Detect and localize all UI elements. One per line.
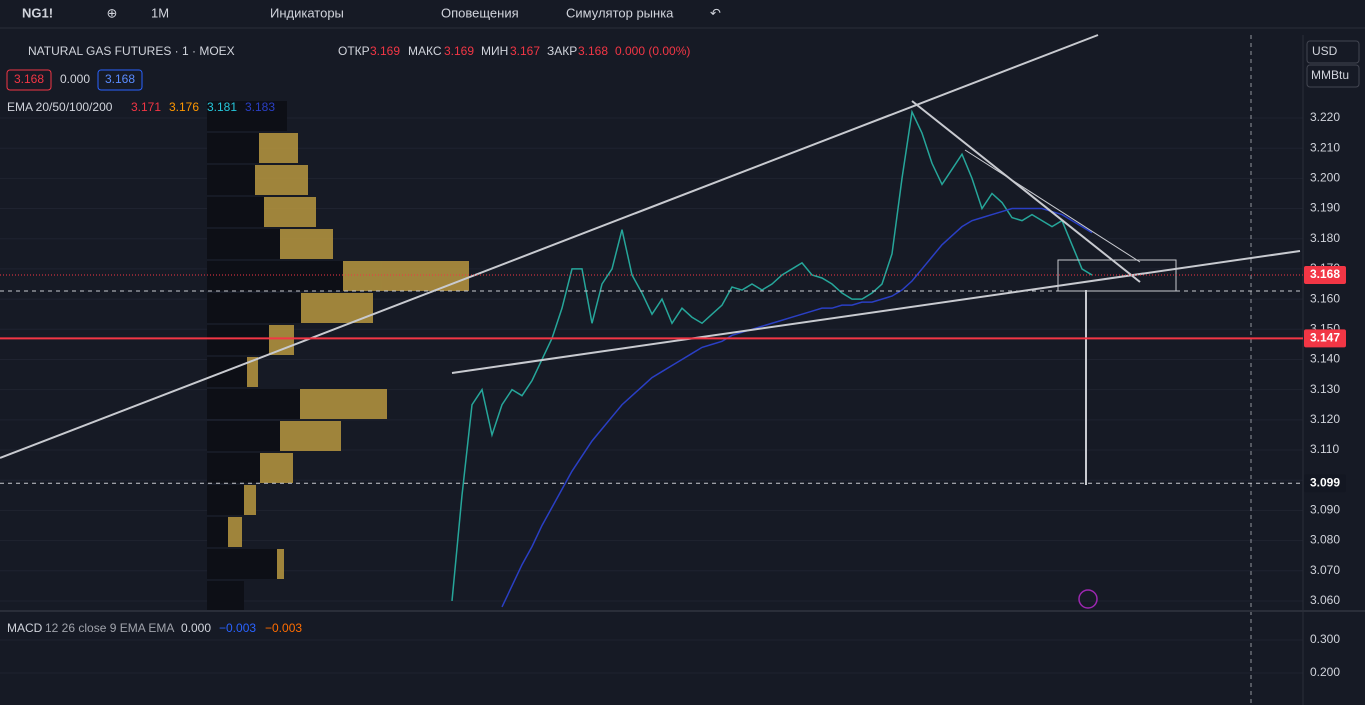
spread: 0.000 bbox=[60, 72, 90, 86]
unit-box[interactable] bbox=[1306, 64, 1360, 88]
y-tick-label: 0.300 bbox=[1310, 632, 1340, 646]
currency-box[interactable] bbox=[1306, 40, 1360, 64]
interval[interactable]: 1M bbox=[151, 5, 169, 20]
ema-label: EMA 20/50/100/200 bbox=[7, 100, 113, 114]
y-tick-label: 3.130 bbox=[1310, 382, 1340, 396]
undo[interactable]: ↶ bbox=[710, 5, 721, 20]
open-label: ОТКР bbox=[338, 44, 370, 58]
y-tick-label: 3.160 bbox=[1310, 291, 1340, 305]
macd-params: 12 26 close 9 EMA EMA bbox=[45, 621, 174, 635]
high-label: МАКС bbox=[408, 44, 442, 58]
low-value: 3.167 bbox=[510, 44, 540, 58]
price-tag bbox=[1304, 329, 1346, 348]
high-value: 3.169 bbox=[444, 44, 474, 58]
y-tick-label: 3.110 bbox=[1310, 442, 1339, 456]
y-tick-label: 3.070 bbox=[1310, 563, 1340, 577]
ema-value: 3.183 bbox=[245, 100, 275, 114]
symbol[interactable]: NG1! bbox=[22, 5, 53, 20]
toolbar bbox=[0, 0, 1365, 28]
macd-value: −0.003 bbox=[265, 621, 302, 635]
low-label: МИН bbox=[481, 44, 508, 58]
y-tick-label: 3.140 bbox=[1310, 352, 1340, 366]
y-tick-label: 3.080 bbox=[1310, 533, 1340, 547]
alerts-button[interactable]: Оповещения bbox=[441, 5, 519, 20]
indicators-button[interactable]: Индикаторы bbox=[270, 5, 344, 20]
ema-value: 3.176 bbox=[169, 100, 199, 114]
price-tag bbox=[1304, 265, 1346, 284]
currency[interactable]: USD bbox=[1312, 44, 1338, 58]
macd-value: 0.000 bbox=[181, 621, 211, 635]
price-line bbox=[501, 207, 1093, 608]
y-tick-label: 3.180 bbox=[1310, 231, 1340, 245]
add-symbol[interactable]: ⊕ bbox=[107, 5, 118, 20]
price-tag-label: 3.099 bbox=[1310, 475, 1340, 489]
open-value: 3.169 bbox=[370, 44, 400, 58]
y-tick-label: 3.060 bbox=[1310, 593, 1340, 607]
macd-label: MACD bbox=[7, 621, 43, 635]
macd-value: −0.003 bbox=[219, 621, 256, 635]
price-line bbox=[451, 109, 1093, 602]
change-value: 0.000 (0.00%) bbox=[615, 44, 690, 58]
y-tick-label: 3.220 bbox=[1310, 110, 1340, 124]
unit[interactable]: MMBtu bbox=[1311, 68, 1349, 82]
ema-value: 3.171 bbox=[131, 100, 161, 114]
plot bbox=[451, 109, 1093, 608]
y-tick-label: 3.210 bbox=[1310, 140, 1340, 154]
price-axis bbox=[1303, 35, 1365, 705]
y-tick-label: 3.120 bbox=[1310, 412, 1340, 426]
price-tag bbox=[1304, 474, 1346, 493]
price-tag-label: 3.168 bbox=[1310, 267, 1340, 281]
drawings bbox=[0, 34, 1303, 705]
bid-box[interactable] bbox=[6, 69, 52, 91]
close-label: ЗАКР bbox=[547, 44, 577, 58]
ask-box[interactable] bbox=[97, 69, 143, 91]
price-tag-label: 3.147 bbox=[1310, 331, 1340, 345]
y-tick-label: 3.190 bbox=[1310, 201, 1340, 215]
y-tick-label: 0.200 bbox=[1310, 665, 1340, 679]
close-value: 3.168 bbox=[578, 44, 608, 58]
instrument-title: NATURAL GAS FUTURES · 1 · MOEX bbox=[28, 44, 235, 58]
bid-price: 3.168 bbox=[14, 72, 44, 86]
ask-price: 3.168 bbox=[105, 72, 135, 86]
simulator-button[interactable]: Симулятор рынка bbox=[566, 5, 674, 20]
y-tick-label: 3.090 bbox=[1310, 503, 1340, 517]
ema-value: 3.181 bbox=[207, 100, 237, 114]
y-tick-label: 3.200 bbox=[1310, 171, 1340, 185]
